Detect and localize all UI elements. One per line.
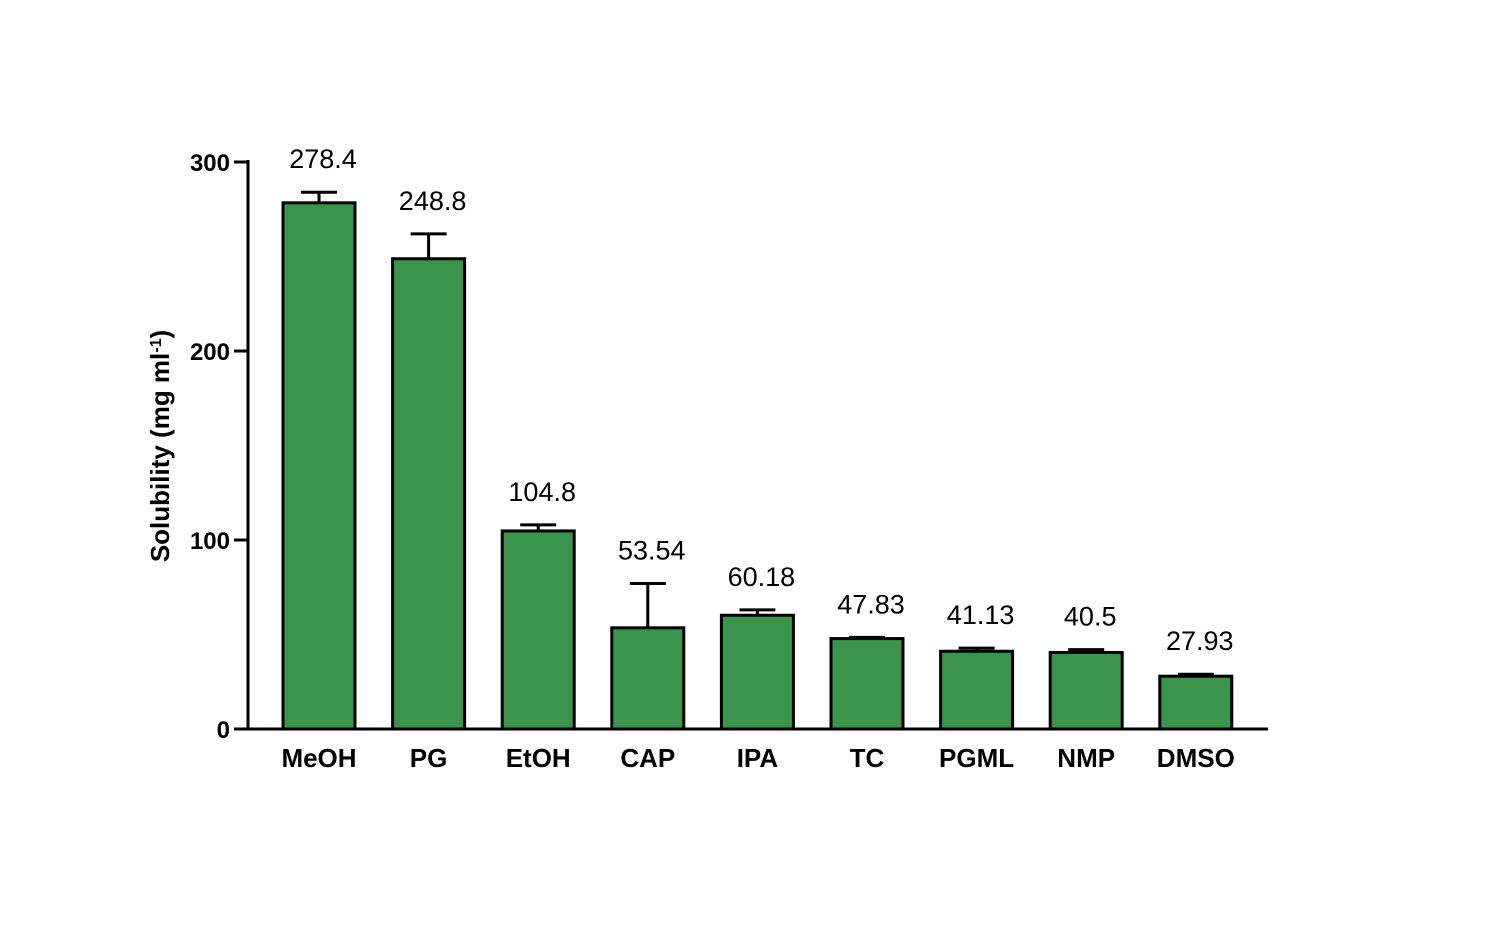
data-label-dmso: 27.93 (1166, 626, 1234, 656)
bar-meoh (281, 201, 357, 731)
data-label-pg: 248.8 (399, 186, 467, 216)
bar-ipa (719, 613, 795, 731)
y-tick-label-0: 0 (217, 717, 230, 744)
x-tick-label-ipa: IPA (737, 743, 779, 773)
y-tick-label-200: 200 (190, 339, 230, 366)
bar-tc (829, 637, 905, 731)
x-tick-label-pg: PG (410, 743, 448, 773)
y-tick-label-300: 300 (190, 150, 230, 177)
x-tick-label-etoh: EtOH (506, 743, 571, 773)
data-label-ipa: 60.18 (728, 562, 796, 592)
bar-pgml (939, 649, 1015, 731)
data-labels-layer: 278.4 248.8 104.8 53.54 60.18 47.83 41.13 40.5 2… (289, 144, 1233, 656)
data-label-nmp: 40.5 (1064, 602, 1117, 632)
bar-etoh (500, 529, 576, 731)
y-axis-title-superscript: -1 (148, 338, 165, 352)
bar-nmp (1048, 650, 1124, 731)
data-label-pgml: 41.13 (947, 600, 1015, 630)
x-tick-label-tc: TC (850, 743, 885, 773)
x-tick-label-cap: CAP (620, 743, 675, 773)
y-axis-title: Solubility (mg ml-1) (145, 330, 175, 562)
data-label-etoh: 104.8 (508, 477, 576, 507)
bar-cap (610, 626, 686, 731)
data-label-cap: 53.54 (618, 535, 686, 565)
error-bars-layer (301, 190, 1214, 677)
y-axis-title-end: ) (145, 330, 175, 339)
x-tick-label-meoh: MeOH (281, 743, 356, 773)
bar-pg (391, 257, 467, 731)
data-label-tc: 47.83 (837, 589, 905, 619)
y-axis-title-main: Solubility (mg ml (145, 353, 175, 562)
x-tick-label-pgml: PGML (939, 743, 1014, 773)
data-label-meoh: 278.4 (289, 144, 357, 174)
x-tick-label-dmso: DMSO (1157, 743, 1235, 773)
axes-layer: MeOH PG EtOH CAP IPA TC PGML NMP DMSO 0 100 200 300 (190, 150, 1268, 773)
y-tick-label-100: 100 (190, 528, 230, 555)
bar-dmso (1158, 674, 1234, 731)
x-tick-label-nmp: NMP (1057, 743, 1115, 773)
